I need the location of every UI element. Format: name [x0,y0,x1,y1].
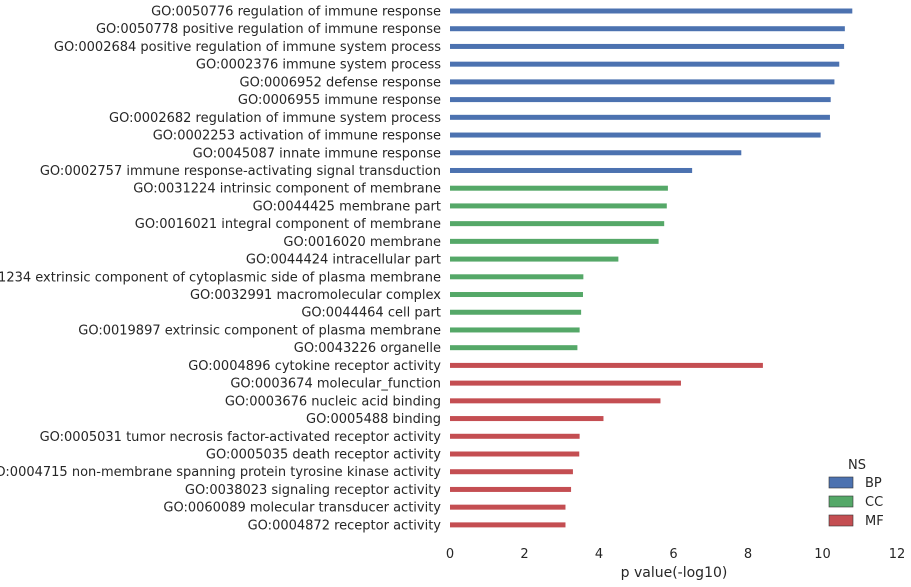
legend-label: CC [865,495,883,510]
category-label: GO:0006952 defense response [240,75,442,90]
x-tick-label: 2 [520,547,528,562]
bar [450,79,835,85]
bar [450,274,584,280]
category-label: GO:0031224 intrinsic component of membra… [133,182,441,197]
bar [450,416,604,422]
category-labels: GO:0050776 regulation of immune response… [0,5,441,534]
category-label: GO:0032991 macromolecular complex [190,288,441,303]
bar [450,97,831,103]
category-label: GO:0060089 molecular transducer activity [163,501,441,516]
bar [450,43,845,49]
category-label: GO:0004872 receptor activity [248,518,442,533]
bar [450,185,668,191]
bar [450,221,665,227]
category-label: GO:0004715 non-membrane spanning protein… [0,465,441,480]
x-tick-label: 8 [744,547,752,562]
category-label: GO:0002684 positive regulation of immune… [54,40,441,55]
bar [450,504,566,510]
category-label: GO:0019897 extrinsic component of plasma… [78,323,441,338]
category-label: GO:0016020 membrane [283,235,441,250]
x-tick-label: 4 [595,547,603,562]
category-label: GO:0044464 cell part [301,306,441,321]
bar [450,469,573,475]
x-tick-label: 0 [446,547,454,562]
x-axis-ticks: 0 2 4 6 8 10 12 [446,547,905,562]
bar [450,380,681,386]
category-label: GO:0045087 innate immune response [193,146,441,161]
category-label: GO:0003676 nucleic acid binding [225,394,441,409]
x-tick-label: 6 [669,547,677,562]
bar [450,167,693,173]
legend-swatch [828,514,854,527]
category-label: GO:0002376 immune system process [196,58,441,73]
category-label: GO:0016021 integral component of membran… [135,217,441,232]
bar [450,398,661,404]
legend-label: MF [865,514,884,529]
bar [450,292,583,298]
legend-label: BP [865,476,882,491]
legend-entries: BP CC MF [828,476,884,529]
category-label: GO:0044425 membrane part [253,199,441,214]
bar [450,451,580,457]
category-label: GO:0002253 activation of immune response [153,129,441,144]
category-label: GO:0002682 regulation of immune system p… [109,111,441,126]
x-tick-label: 10 [814,547,831,562]
category-label: GO:0031234 extrinsic component of cytopl… [0,270,441,285]
bar [450,26,845,32]
category-label: GO:0050778 positive regulation of immune… [96,22,441,37]
bar [450,256,619,262]
category-label: GO:0044424 intracellular part [246,253,441,268]
bar [450,433,580,439]
category-label: GO:0003674 molecular_function [230,377,441,392]
category-label: GO:0006955 immune response [238,93,441,108]
category-label: GO:0038023 signaling receptor activity [185,483,441,498]
legend-swatch [828,476,854,489]
category-label: GO:0050776 regulation of immune response [151,5,441,20]
bar [450,114,830,120]
bar [450,238,659,244]
bar [450,522,566,528]
bar [450,150,742,156]
bar [450,61,840,67]
category-label: GO:0002757 immune response-activating si… [40,164,441,179]
x-axis-title: p value(-log10) [621,565,728,581]
x-tick-label: 12 [889,547,906,562]
legend: NS BP CC MF [828,458,884,529]
bar [450,309,582,315]
bar [450,8,853,14]
bar [450,362,763,368]
bars-layer [450,8,853,528]
legend-title: NS [848,458,866,473]
bar [450,203,667,209]
category-label: GO:0005035 death receptor activity [206,448,441,463]
bar [450,486,572,492]
legend-swatch [828,495,854,508]
category-label: GO:0005031 tumor necrosis factor-activat… [40,430,442,445]
bar [450,327,580,333]
category-label: GO:0005488 binding [306,412,441,427]
bar [450,345,578,351]
category-label: GO:0004896 cytokine receptor activity [188,359,441,374]
bar [450,132,821,138]
category-label: GO:0043226 organelle [294,341,441,356]
